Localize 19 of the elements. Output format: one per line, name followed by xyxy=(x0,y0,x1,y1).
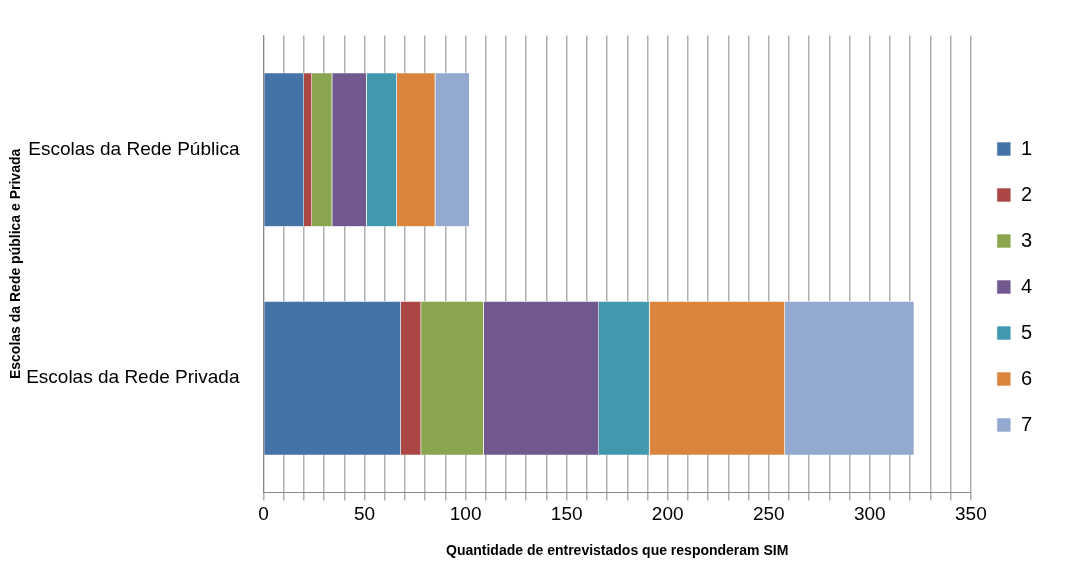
y-tick-label: Escolas da Rede Privada xyxy=(26,366,240,388)
legend-label: 5 xyxy=(1020,320,1032,343)
x-tick-label: 0 xyxy=(258,503,269,525)
x-tick-label: 100 xyxy=(449,503,482,525)
legend-label: 1 xyxy=(1020,136,1032,159)
x-tick-label: 150 xyxy=(550,503,583,525)
legend-label: 3 xyxy=(1020,228,1032,251)
y-tick-label: Escolas da Rede Pública xyxy=(28,137,240,159)
x-tick-label: 350 xyxy=(955,503,987,525)
legend-label: 7 xyxy=(1020,412,1032,435)
legend-label: 2 xyxy=(1020,182,1032,205)
legend-label: 6 xyxy=(1020,366,1032,389)
x-tick-label: 300 xyxy=(853,503,886,525)
x-tick-label: 50 xyxy=(353,503,376,525)
x-axis-title: Quantidade de entrevistados que responderam SIM xyxy=(446,542,789,559)
x-tick-label: 200 xyxy=(651,503,684,525)
legend-label: 4 xyxy=(1020,274,1032,297)
y-axis-title: Escolas da Rede pública e Privada xyxy=(7,148,24,380)
x-tick-label: 250 xyxy=(752,503,785,525)
